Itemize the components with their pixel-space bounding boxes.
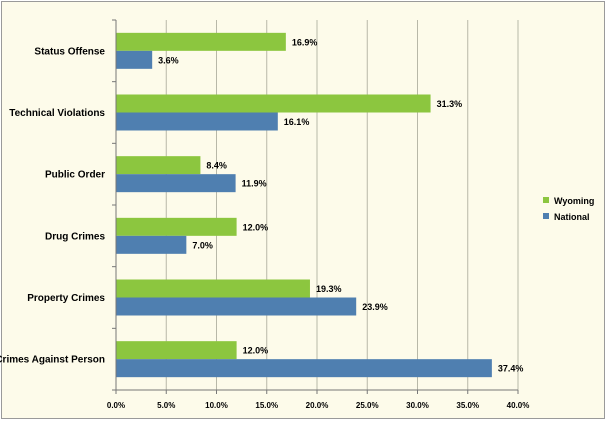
bar-national <box>116 235 187 254</box>
x-tick-label: 20.0% <box>306 401 329 410</box>
data-label: 8.4% <box>206 161 227 171</box>
category-label: Technical Violations <box>9 108 105 119</box>
x-tick-label: 30.0% <box>406 401 429 410</box>
data-label: 3.6% <box>158 55 179 65</box>
axes: 0.0% 5.0% 10.0% 15.0% 20.0% 25.0% 30.0% 35.0% 40… <box>107 19 530 410</box>
data-label: 31.3% <box>437 99 463 109</box>
legend: Wyoming National <box>543 196 594 222</box>
category-label: Public Order <box>45 170 105 181</box>
category-label: Drug Crimes <box>45 231 105 242</box>
bar-national <box>116 174 236 193</box>
category-label: Crimes Against Person <box>0 355 105 366</box>
labels: Status Offense 16.9% 3.6% Technical Violati… <box>0 37 523 373</box>
data-label: 7.0% <box>192 240 213 250</box>
bar-national <box>116 112 278 131</box>
x-tick-label: 40.0% <box>507 401 530 410</box>
category-label: Property Crimes <box>27 293 105 304</box>
category-label: Status Offense <box>34 46 105 57</box>
data-label: 12.0% <box>243 346 269 356</box>
x-tick-label: 25.0% <box>356 401 379 410</box>
bar-wyoming <box>116 94 431 113</box>
bar-wyoming <box>116 156 201 175</box>
data-label: 16.1% <box>284 117 310 127</box>
legend-label-wyoming: Wyoming <box>554 196 594 206</box>
data-label: 23.9% <box>362 302 388 312</box>
bar-national <box>116 50 153 69</box>
bar-wyoming <box>116 341 237 360</box>
bar-national <box>116 359 492 378</box>
bar-wyoming <box>116 32 286 51</box>
data-label: 16.9% <box>292 37 318 47</box>
data-label: 11.9% <box>242 179 267 189</box>
data-label: 37.4% <box>498 364 524 374</box>
legend-swatch-wyoming <box>543 197 549 203</box>
x-tick-label: 35.0% <box>456 401 479 410</box>
bars <box>116 32 492 378</box>
bar-wyoming <box>116 217 237 236</box>
data-label: 19.3% <box>316 284 342 294</box>
legend-swatch-national <box>543 213 549 219</box>
bar-national <box>116 297 357 316</box>
x-tick-label: 5.0% <box>157 401 175 410</box>
gridlines <box>165 20 519 390</box>
bar-wyoming <box>116 279 310 298</box>
x-tick-label: 10.0% <box>205 401 228 410</box>
data-label: 12.0% <box>243 222 269 232</box>
x-tick-label: 15.0% <box>255 401 278 410</box>
legend-label-national: National <box>554 212 590 222</box>
x-tick-label: 0.0% <box>107 401 125 410</box>
